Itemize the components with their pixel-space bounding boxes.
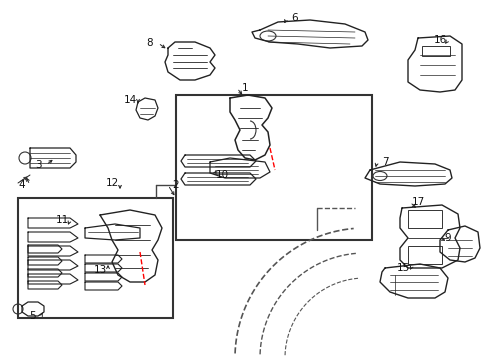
Text: 2: 2 (172, 180, 179, 190)
Bar (18, 198, 173, 318)
Text: 14: 14 (123, 95, 136, 105)
Text: 9: 9 (444, 233, 450, 243)
Text: 6: 6 (291, 13, 298, 23)
Text: 5: 5 (30, 311, 36, 321)
Bar (407, 210, 441, 228)
Bar (176, 95, 371, 240)
Bar (421, 46, 449, 56)
Text: 15: 15 (396, 263, 409, 273)
Text: 8: 8 (146, 38, 153, 48)
Text: 10: 10 (215, 170, 228, 180)
Text: 16: 16 (432, 35, 446, 45)
Text: 11: 11 (55, 215, 68, 225)
Text: 3: 3 (35, 160, 41, 170)
Text: 4: 4 (19, 180, 25, 190)
Text: 13: 13 (93, 265, 106, 275)
Text: 7: 7 (381, 157, 387, 167)
Text: 1: 1 (241, 83, 248, 93)
Bar (407, 246, 441, 264)
Text: 12: 12 (105, 178, 119, 188)
Text: 17: 17 (410, 197, 424, 207)
